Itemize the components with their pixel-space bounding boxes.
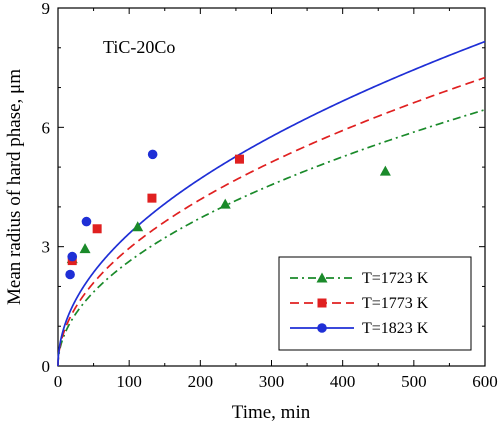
x-tick-label: 100 — [116, 372, 142, 391]
data-point — [219, 198, 231, 209]
x-tick-label: 200 — [188, 372, 214, 391]
fit-line — [57, 108, 486, 366]
legend-label: T=1723 K — [362, 270, 429, 287]
data-point — [79, 243, 91, 254]
legend-swatch-marker — [317, 298, 327, 308]
legend: T=1723 K T=1773 K T=1823 K — [278, 256, 472, 351]
axis-ticks — [57, 7, 486, 367]
fit-lines — [57, 40, 486, 366]
x-axis-title: Time, min — [232, 402, 311, 423]
y-axis-title: Mean radius of hard phase, μm — [4, 69, 25, 305]
legend-swatch-marker — [316, 272, 328, 283]
data-point — [67, 251, 78, 262]
legend-swatch-marker — [317, 323, 327, 333]
data-point — [92, 224, 102, 234]
x-tick-label: 300 — [259, 372, 285, 391]
y-tick-label: 3 — [42, 238, 51, 257]
axis-tick-labels: 0 100 200 300 400 500 600 0 3 6 9 — [42, 0, 498, 391]
y-tick-label: 0 — [42, 357, 51, 376]
data-point — [379, 165, 391, 176]
y-tick-label: 6 — [42, 118, 51, 137]
x-tick-label: 600 — [472, 372, 498, 391]
fit-line — [57, 76, 486, 366]
annotation-label: TiC-20Co — [103, 37, 175, 57]
data-point — [147, 149, 158, 160]
data-point — [234, 154, 244, 164]
data-point — [81, 216, 92, 227]
y-tick-label: 9 — [42, 0, 51, 18]
data-point — [147, 193, 157, 203]
fit-line — [57, 40, 486, 366]
data-point — [65, 269, 75, 280]
legend-label: T=1823 K — [362, 320, 429, 337]
data-point — [132, 221, 144, 232]
x-tick-label: 400 — [330, 372, 356, 391]
x-tick-label: 500 — [401, 372, 427, 391]
legend-label: T=1773 K — [362, 295, 429, 312]
data-markers — [65, 149, 391, 280]
x-tick-label: 0 — [54, 372, 63, 391]
